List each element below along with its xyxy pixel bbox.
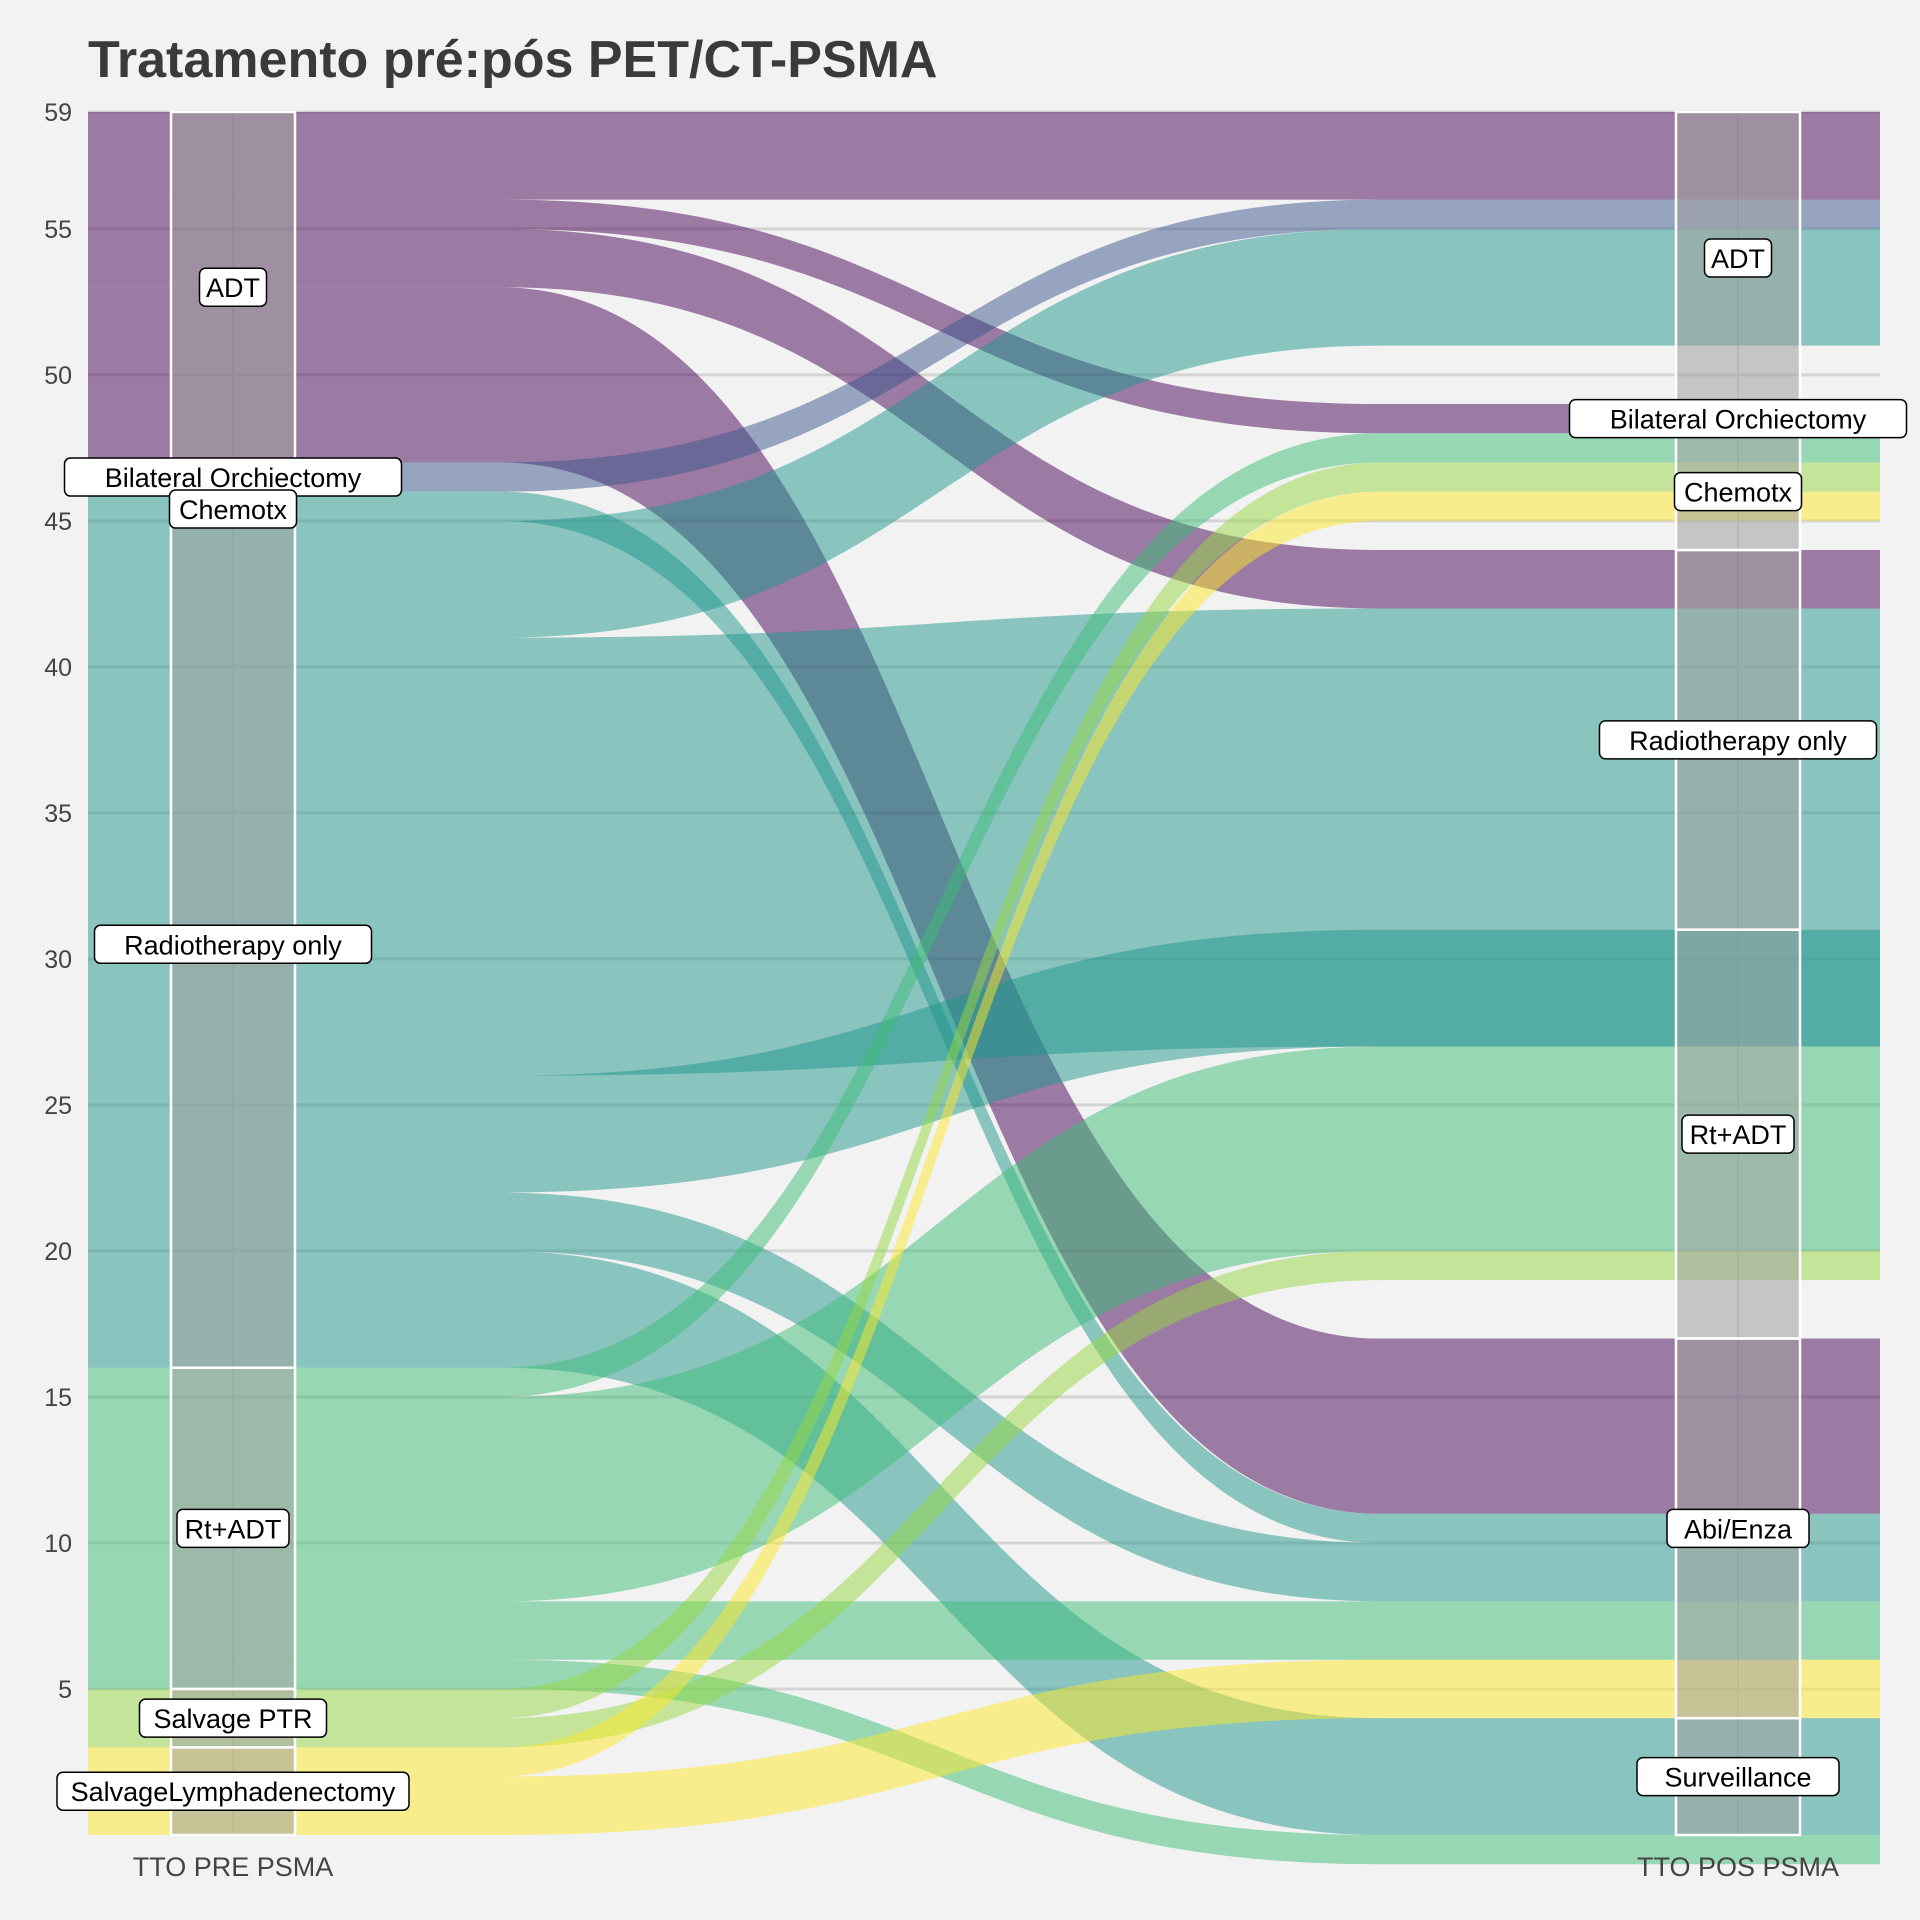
pre-stratum-adt <box>169 110 297 464</box>
y-tick-59: 59 <box>44 99 72 127</box>
svg-text:Abi/Enza: Abi/Enza <box>1684 1514 1793 1544</box>
y-ticks: 5 10 15 20 25 30 35 40 45 50 55 59 <box>44 99 72 1704</box>
svg-text:Chemotx: Chemotx <box>179 495 288 525</box>
svg-text:Salvage PTR: Salvage PTR <box>153 1704 312 1734</box>
svg-text:Radiotherapy only: Radiotherapy only <box>1629 726 1847 756</box>
post-stratum-adt <box>1674 110 1802 406</box>
y-tick-30: 30 <box>44 946 72 974</box>
post-label-chemotx: Chemotx <box>1673 471 1803 512</box>
post-label-rt-adt: Rt+ADT <box>1681 1114 1795 1154</box>
pre-label-chemotx: Chemotx <box>168 489 298 529</box>
flow-rt-adt-to-abi-enza <box>88 1601 1880 1660</box>
flow-radiotherapy-only-to-surveillance <box>88 1250 1880 1835</box>
svg-text:Bilateral Orchiectomy: Bilateral Orchiectomy <box>105 463 362 493</box>
pre-label-salvagelymphadenectomy: SalvageLymphadenectomy <box>56 1771 410 1811</box>
y-tick-50: 50 <box>44 362 72 390</box>
y-tick-25: 25 <box>44 1092 72 1120</box>
pre-label-salvage-ptr: Salvage PTR <box>138 1698 328 1738</box>
svg-text:Surveillance: Surveillance <box>1664 1763 1811 1793</box>
flow-adt-to-adt <box>88 112 1880 200</box>
y-tick-45: 45 <box>44 508 72 536</box>
post-label-adt: ADT <box>1703 238 1773 278</box>
post-label-abi-enza: Abi/Enza <box>1666 1508 1810 1549</box>
svg-text:Chemotx: Chemotx <box>1684 478 1793 508</box>
pre-label-rt-adt: Rt+ADT <box>176 1508 290 1549</box>
svg-text:Rt+ADT: Rt+ADT <box>185 1514 282 1544</box>
y-tick-35: 35 <box>44 800 72 828</box>
svg-text:Radiotherapy only: Radiotherapy only <box>124 930 342 960</box>
y-tick-10: 10 <box>44 1530 72 1558</box>
svg-text:ADT: ADT <box>206 273 260 303</box>
svg-text:SalvageLymphadenectomy: SalvageLymphadenectomy <box>71 1777 396 1807</box>
flow-radiotherapy-only-to-rt-adt <box>88 929 1880 1193</box>
post-label-surveillance: Surveillance <box>1636 1756 1840 1797</box>
flow-salvagelymphadenectomy-to-abi-enza <box>88 1659 1880 1835</box>
y-tick-5: 5 <box>58 1676 72 1704</box>
pre-label-bilateral-orchiectomy: Bilateral Orchiectomy <box>63 457 403 497</box>
flow-rt-adt-to-rt-adt <box>88 1046 1880 1602</box>
axis-label-pre: TTO PRE PSMA <box>133 1852 334 1882</box>
post-label-radiotherapy-only: Radiotherapy only <box>1598 720 1878 760</box>
axis-label-post: TTO POS PSMA <box>1637 1852 1839 1882</box>
flow-radiotherapy-only-to-adt <box>88 228 1880 638</box>
svg-text:ADT: ADT <box>1711 244 1765 274</box>
y-tick-55: 55 <box>44 216 72 244</box>
chart-title: Tratamento pré:pós PET/CT-PSMA <box>88 31 937 89</box>
pre-label-adt: ADT <box>198 267 268 307</box>
post-label-bilateral-orchiectomy: Bilateral Orchiectomy <box>1568 398 1908 439</box>
svg-text:Rt+ADT: Rt+ADT <box>1690 1120 1787 1150</box>
y-tick-40: 40 <box>44 654 72 682</box>
svg-text:Bilateral Orchiectomy: Bilateral Orchiectomy <box>1610 405 1867 435</box>
y-tick-20: 20 <box>44 1238 72 1266</box>
y-tick-15: 15 <box>44 1384 72 1412</box>
pre-label-radiotherapy-only: Radiotherapy only <box>93 924 373 965</box>
